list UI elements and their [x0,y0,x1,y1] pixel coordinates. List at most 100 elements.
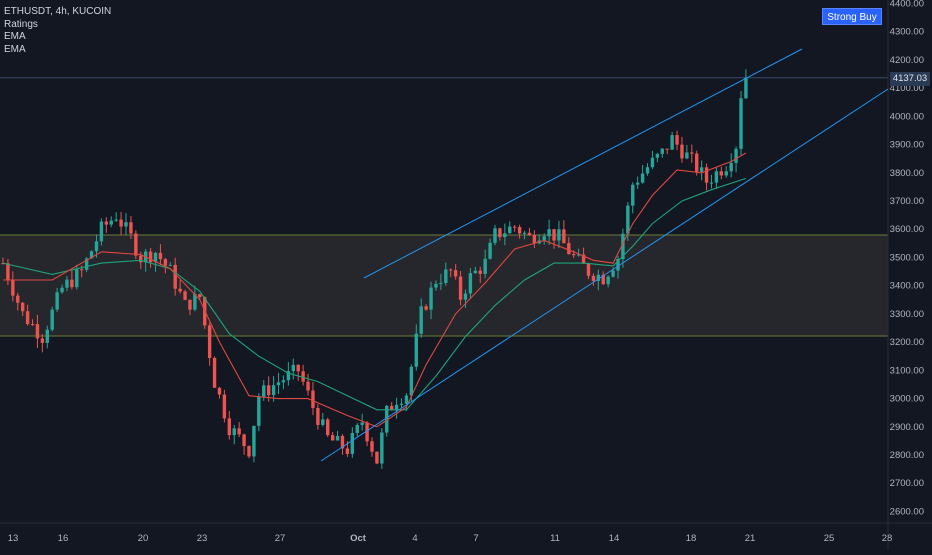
y-axis-tick-label: 2900.00 [890,422,924,433]
candle-up [45,329,49,343]
candle-up [232,428,236,436]
candle-down [345,448,350,454]
candle-up [257,396,261,426]
candle-down [330,435,335,441]
strong-buy-button[interactable]: Strong Buy [822,8,882,25]
candle-up [655,153,660,158]
x-axis-tick-label: Oct [350,533,367,544]
x-axis-tick-label: 25 [824,533,835,544]
candle-up [414,333,418,367]
last-price-label: 4137.03 [890,72,930,86]
candle-down [389,405,394,411]
candle-up [640,173,645,183]
candle-down [139,255,143,263]
candle-up [685,152,689,159]
candle-up [321,419,325,425]
y-axis-tick-label: 3400.00 [890,281,924,292]
candle-down [601,274,605,285]
candle-up [89,251,94,259]
candle-up [50,309,54,330]
candle-up [429,287,433,310]
candle-down [183,291,187,300]
x-axis-tick-label: 28 [882,533,893,544]
indicator-ratings-label: Ratings [4,18,38,30]
candle-down [567,243,571,255]
candle-up [114,219,118,221]
candle-down [11,280,15,296]
candle-down [148,251,153,263]
candle-up [399,403,404,405]
candle-down [704,167,709,183]
candle-down [104,221,109,225]
x-axis-tick-label: 7 [473,533,478,544]
candle-up [596,274,601,281]
candle-down [30,324,35,326]
candle-up [281,380,286,383]
candle-down [306,381,310,391]
candle-up [744,77,748,99]
candle-up [404,395,409,404]
zone-fill [0,235,888,336]
candle-down [217,387,222,395]
candle-up [739,98,743,149]
candle-down [158,252,163,260]
candle-down [690,152,694,154]
candle-up [650,157,655,168]
candle-up [463,293,468,300]
candle-down [586,263,591,276]
y-axis-tick-label: 3200.00 [890,337,924,348]
channel-lower-line [320,88,889,462]
candle-down [212,357,217,388]
y-axis-tick-label: 3300.00 [890,309,924,320]
candle-up [616,258,620,271]
y-axis-tick-label: 3600.00 [890,224,924,235]
indicator-ema-label: EMA [4,31,26,42]
candle-up [409,366,414,396]
y-axis-tick-label: 4400.00 [890,0,924,9]
x-axis-tick-label: 18 [686,533,697,544]
x-axis-tick-label: 13 [8,533,19,544]
candle-up [271,385,276,396]
candle-down [572,254,576,256]
candle-up [547,229,551,237]
candle-up [193,294,197,310]
candle-down [188,299,192,310]
candle-up [60,287,64,293]
candle-up [626,205,630,234]
candle-down [178,288,182,292]
candle-up [276,382,281,386]
candle-down [119,219,123,227]
candle-down [453,270,458,277]
candle-up [380,432,384,464]
candle-up [124,222,128,227]
candle-up [473,270,478,274]
candle-down [478,270,482,274]
candle-down [198,294,202,298]
candle-up [350,433,355,454]
candle-down [163,259,168,266]
candle-down [207,325,212,358]
candle-down [6,263,10,281]
candle-down [222,394,227,419]
candle-up [291,364,295,372]
candle-down [365,422,369,442]
candle-down [237,428,241,435]
candle-down [695,153,699,172]
candle-down [247,446,251,457]
candle-down [311,390,315,408]
y-axis-tick-label: 4300.00 [890,27,924,38]
candle-up [419,306,423,334]
candle-down [35,324,40,339]
candle-down [20,302,25,312]
candle-down [227,418,232,436]
candle-up [444,269,448,283]
y-axis-tick-label: 3000.00 [890,394,924,405]
y-axis-tick-label: 3800.00 [890,168,924,179]
candle-up [439,282,443,284]
candle-down [458,276,463,300]
candle-down [242,434,246,447]
candle-up [168,264,172,266]
candle-up [84,258,89,270]
